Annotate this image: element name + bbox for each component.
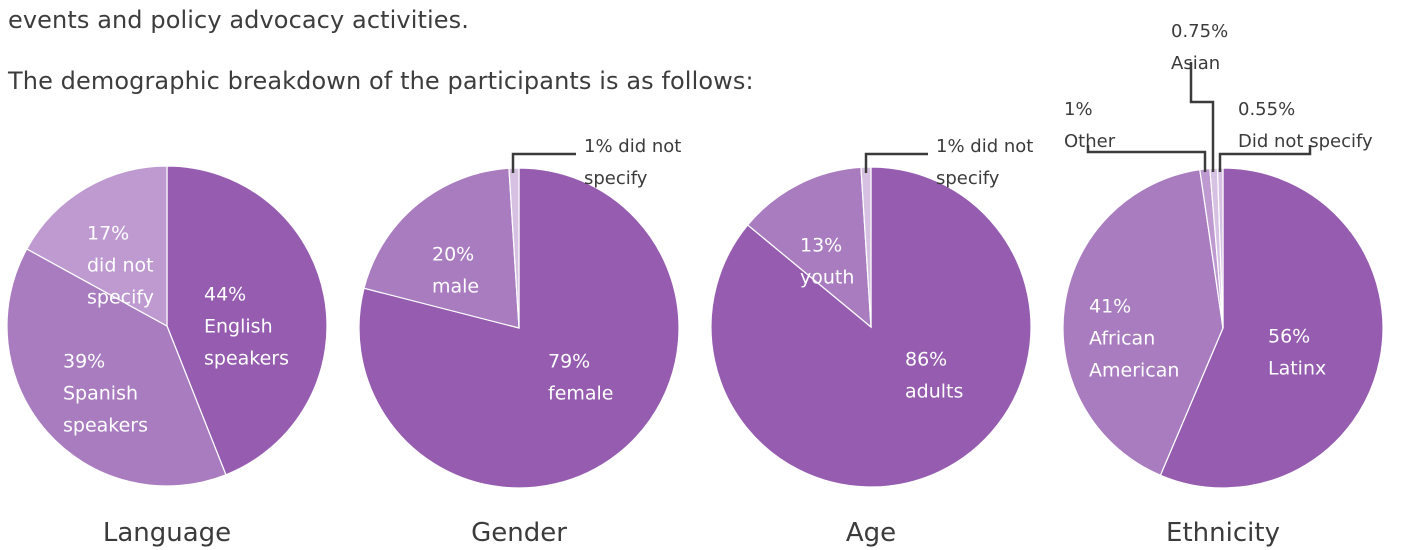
pie-slice-ethnicity-latinx [1159,167,1384,489]
slice-label-line: Other [1064,131,1116,152]
slice-label-line: Asian [1171,53,1220,74]
slice-label-language-spanish-speakers: 39% Spanish speakers [63,351,148,437]
slice-label-ethnicity-latinx: 56% Latinx [1268,326,1326,380]
slice-label-age-adults: 86% adults [905,349,963,403]
chart-title-age: Age [846,518,896,548]
slice-label-line: 41% [1089,296,1131,318]
slice-label-line: 44% [204,284,246,306]
slice-label-line: African [1089,328,1155,350]
slice-label-line: 56% [1268,326,1310,348]
leader-line-ethnicity-did-not-specify [1218,145,1312,172]
slice-label-age-did-not-specify: 1% did not specify [936,136,1033,189]
slice-label-line: American [1089,360,1179,382]
slice-label-line: 79% [548,351,590,373]
chart-title-ethnicity: Ethnicity [1166,518,1280,548]
slice-label-ethnicity-african-american: 41% African American [1089,296,1179,382]
slice-label-line: Did not specify [1238,131,1373,152]
pie-slice-age-youth [746,166,872,329]
slice-label-line: speakers [204,348,289,370]
slice-label-ethnicity-other: 1% Other [1064,99,1116,152]
demographics-intro: The demographic breakdown of the partici… [8,67,754,95]
slice-label-line: specify [87,287,154,309]
chart-title-gender: Gender [471,518,567,548]
slice-label-line: 86% [905,349,947,371]
slice-label-line: youth [800,267,854,289]
pie-slice-language-did-not-specify [25,165,168,328]
leader-line-ethnicity-asian [1189,62,1215,172]
leader-line-ethnicity-other [1086,145,1207,172]
slice-label-gender-male: 20% male [432,244,479,298]
pie-chart-ethnicity: 56% Latinx 41% African American 1% Other 0.75% A… [1062,21,1384,548]
slice-label-line: Latinx [1268,358,1326,380]
slice-label-line: 0.75% [1171,21,1228,42]
slice-label-line: specify [936,168,1000,189]
slice-label-line: 1% did not [936,136,1033,157]
slice-label-line: 13% [800,235,842,257]
slice-label-line: did not [87,255,154,277]
slice-label-language-english-speakers: 44% English speakers [204,284,289,370]
slice-label-line: 1% [1064,99,1093,120]
pie-slice-ethnicity-african-american [1062,169,1224,477]
leader-line-age-did-not-specify [864,152,928,173]
slice-label-line: adults [905,381,963,403]
slice-label-language-did-not-specify: 17% did not specify [87,223,154,309]
slice-label-line: 0.55% [1238,99,1295,120]
slice-label-line: male [432,276,479,298]
slice-label-line: 1% did not [584,136,681,157]
slice-label-line: female [548,383,614,405]
slice-label-ethnicity-asian: 0.75% Asian [1171,21,1228,74]
pie-slice-language-english-speakers [166,165,328,476]
slice-label-line: specify [584,168,648,189]
pie-slice-language-spanish-speakers [6,248,227,487]
intro-text-line: events and policy advocacy activities. [8,6,469,34]
slice-label-line: speakers [63,415,148,437]
slice-label-line: English [204,316,273,338]
slice-label-line: 20% [432,244,474,266]
slice-label-age-youth: 13% youth [800,235,854,289]
slice-label-line: Spanish [63,383,138,405]
slice-label-ethnicity-did-not-specify: 0.55% Did not specify [1238,99,1373,152]
pie-chart-age: 86% adults 13% youth 1% did not specify Age [710,136,1033,548]
slice-label-gender-female: 79% female [548,351,614,405]
leader-line-gender-did-not-specify [511,152,576,173]
slice-label-line: 17% [87,223,129,245]
slice-label-gender-did-not-specify: 1% did not specify [584,136,681,189]
chart-title-language: Language [103,518,231,548]
pie-chart-language: 44% English speakers 39% Spanish speakers 17% d… [6,165,328,548]
pie-slice-gender-male [363,167,520,329]
pie-chart-gender: 79% female 20% male 1% did not specify Gender [358,136,681,548]
slice-label-line: 39% [63,351,105,373]
